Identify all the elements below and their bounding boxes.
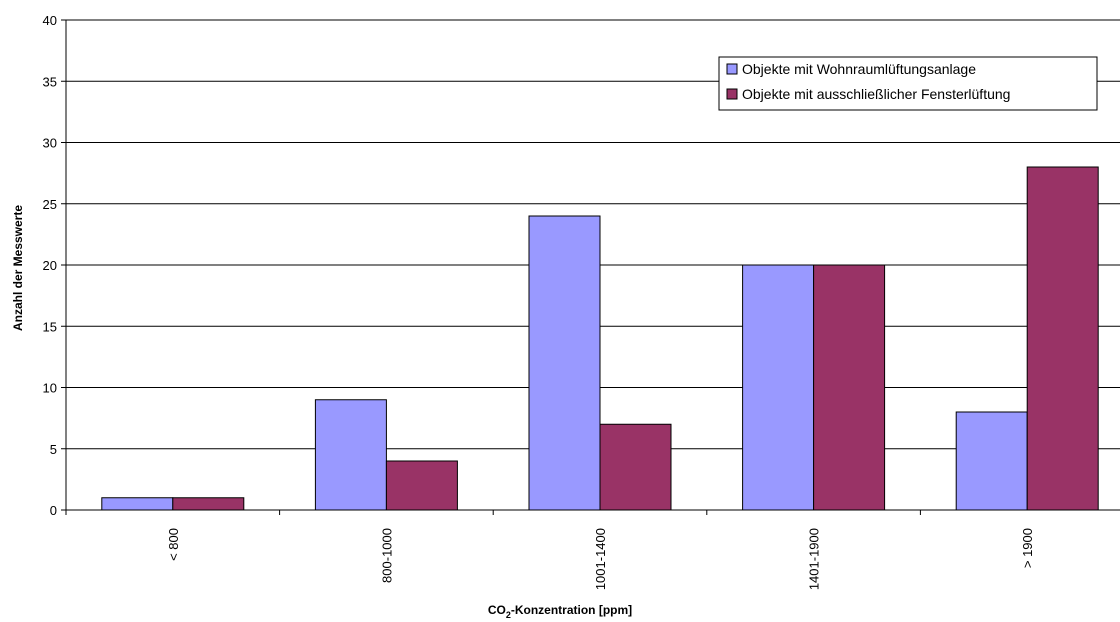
- bars: [101, 166, 1099, 511]
- y-axis-title: Anzahl der Messwerte: [11, 205, 25, 331]
- bar-series-2-2: [599, 423, 672, 511]
- bar-series-1-4: [955, 411, 1028, 511]
- x-tick-labels: < 800 800-1000 1001-1400 1401-1900 > 1900: [166, 528, 1035, 590]
- x-tick-label: < 800: [166, 528, 181, 561]
- x-axis-title-rest: -Konzentration [ppm]: [511, 603, 632, 617]
- x-tick-label: 1401-1900: [807, 528, 822, 590]
- bar-series-1-0: [101, 497, 174, 511]
- legend-label-series-1: Objekte mit Wohnraumlüftungsanlage: [742, 61, 976, 77]
- legend-swatch-series-1: [726, 63, 738, 75]
- y-tick-label: 10: [43, 381, 57, 396]
- y-tick-label: 30: [43, 136, 57, 151]
- bar-series-1-3: [742, 264, 815, 511]
- x-axis-title-subscript: 2: [506, 610, 511, 620]
- y-tick-label: 5: [50, 442, 57, 457]
- y-tick-label: 25: [43, 197, 57, 212]
- x-tick-label: > 1900: [1020, 528, 1035, 568]
- bar-series-2-3: [813, 264, 886, 511]
- y-tick-label: 0: [50, 503, 57, 518]
- y-tick-label: 20: [43, 258, 57, 273]
- y-tick-label: 40: [43, 13, 57, 28]
- axes: [65, 20, 1120, 515]
- x-tick-label: 1001-1400: [593, 528, 608, 590]
- y-tick-label: 15: [43, 319, 57, 334]
- bar-series-1-1: [314, 399, 387, 511]
- legend-swatch-series-2: [726, 88, 738, 100]
- legend: Objekte mit Wohnraumlüftungsanlage Objek…: [718, 56, 1098, 111]
- legend-box: [718, 56, 1098, 111]
- y-tick-label: 35: [43, 74, 57, 89]
- x-axis-title: CO2-Konzentration [ppm]: [488, 603, 632, 620]
- bar-series-2-1: [385, 460, 458, 511]
- legend-label-series-2: Objekte mit ausschließlicher Fensterlüft…: [742, 86, 1010, 102]
- bar-series-2-0: [172, 497, 245, 511]
- bar-series-2-4: [1026, 166, 1099, 511]
- x-tick-label: 800-1000: [379, 528, 394, 583]
- y-tick-labels: 0 5 10 15 20 25 30 35 40: [43, 13, 57, 518]
- bar-series-1-2: [528, 215, 601, 511]
- x-axis-title-main: CO: [488, 603, 506, 617]
